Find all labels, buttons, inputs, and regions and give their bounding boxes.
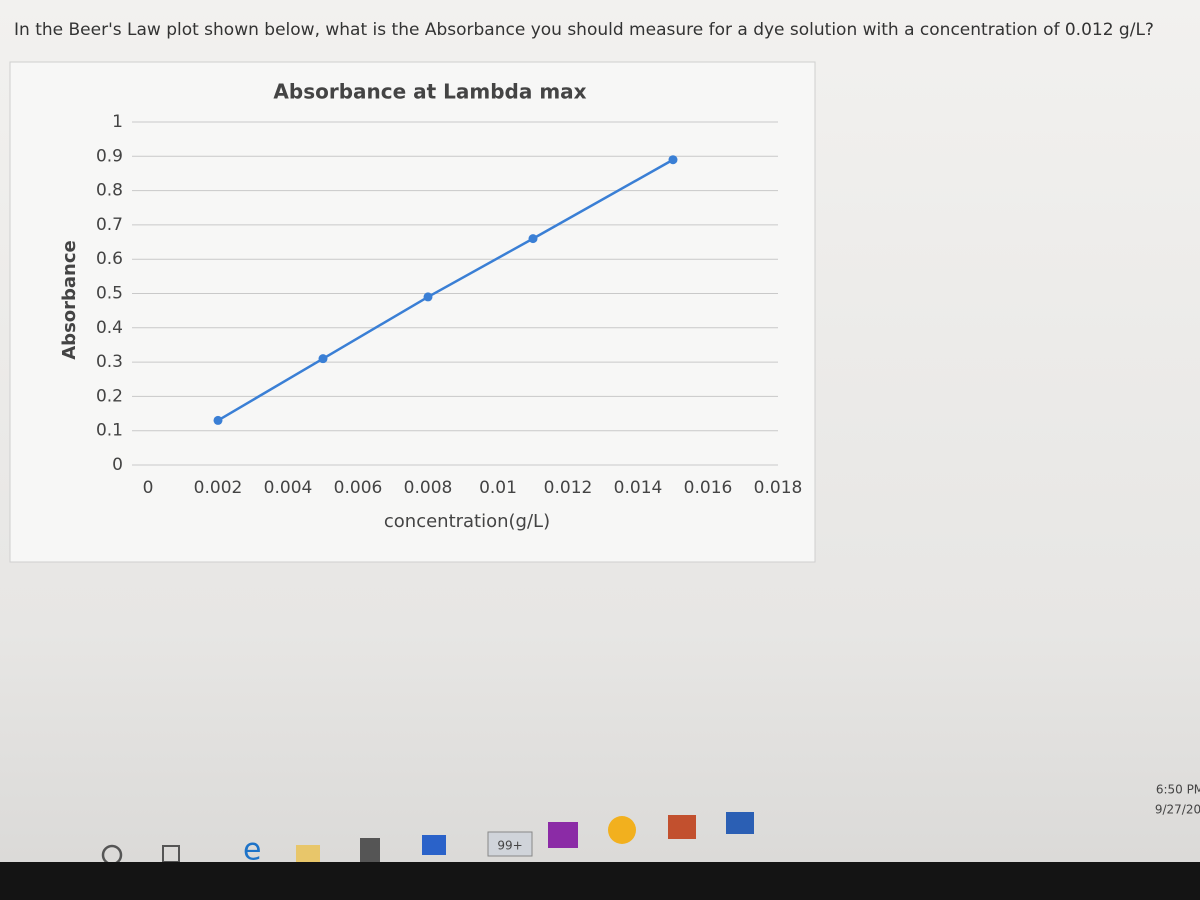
data-point [668,155,678,165]
x-tick-label: 0.014 [614,478,663,498]
app-icon[interactable] [548,822,578,848]
x-tick-label: 0.004 [264,478,313,498]
mail-icon[interactable] [487,831,533,857]
x-tick-label: 0.002 [194,478,243,498]
x-axis-title: concentration(g/L) [384,511,550,532]
y-axis-title: Absorbance [59,240,80,360]
y-tick-label: 0.5 [96,284,123,304]
x-tick-label: 0.018 [754,478,803,498]
x-tick-label: 0.008 [404,478,453,498]
y-tick-label: 0.6 [96,249,123,269]
store-icon[interactable] [360,838,380,862]
word-icon[interactable] [726,812,754,834]
chart-frame [9,61,816,563]
y-tick-label: 0 [112,455,123,475]
chart-title: Absorbance at Lambda max [273,80,586,104]
y-tick-label: 0.8 [96,181,123,201]
x-tick-label: 0.012 [544,478,593,498]
x-tick-label: 0.006 [334,478,383,498]
y-tick-label: 0.9 [96,146,123,166]
question-text: In the Beer's Law plot shown below, what… [14,20,1154,40]
x-tick-label: 0 [143,478,154,498]
chrome-icon[interactable] [608,816,636,844]
y-tick-label: 0.4 [96,318,123,338]
dropbox-icon[interactable] [422,835,446,855]
clock-date: 9/27/20 [1155,803,1200,817]
y-tick-label: 0.1 [96,421,123,441]
explorer-icon[interactable] [296,845,320,863]
task-view-icon[interactable] [162,845,180,863]
mail-badge: 99+ [497,839,522,853]
clock-time: 6:50 PM [1156,783,1200,797]
data-point [528,234,538,244]
edge-icon[interactable]: e [243,833,261,868]
y-tick-label: 0.2 [96,386,123,406]
taskbar [0,862,1200,900]
data-point [423,292,433,302]
powerpoint-icon[interactable] [668,815,696,839]
x-tick-label: 0.01 [479,478,517,498]
y-tick-label: 0.3 [96,352,123,372]
y-tick-label: 1 [112,112,123,132]
data-point [318,354,328,364]
data-point [213,415,223,425]
x-tick-label: 0.016 [684,478,733,498]
y-tick-label: 0.7 [96,215,123,235]
